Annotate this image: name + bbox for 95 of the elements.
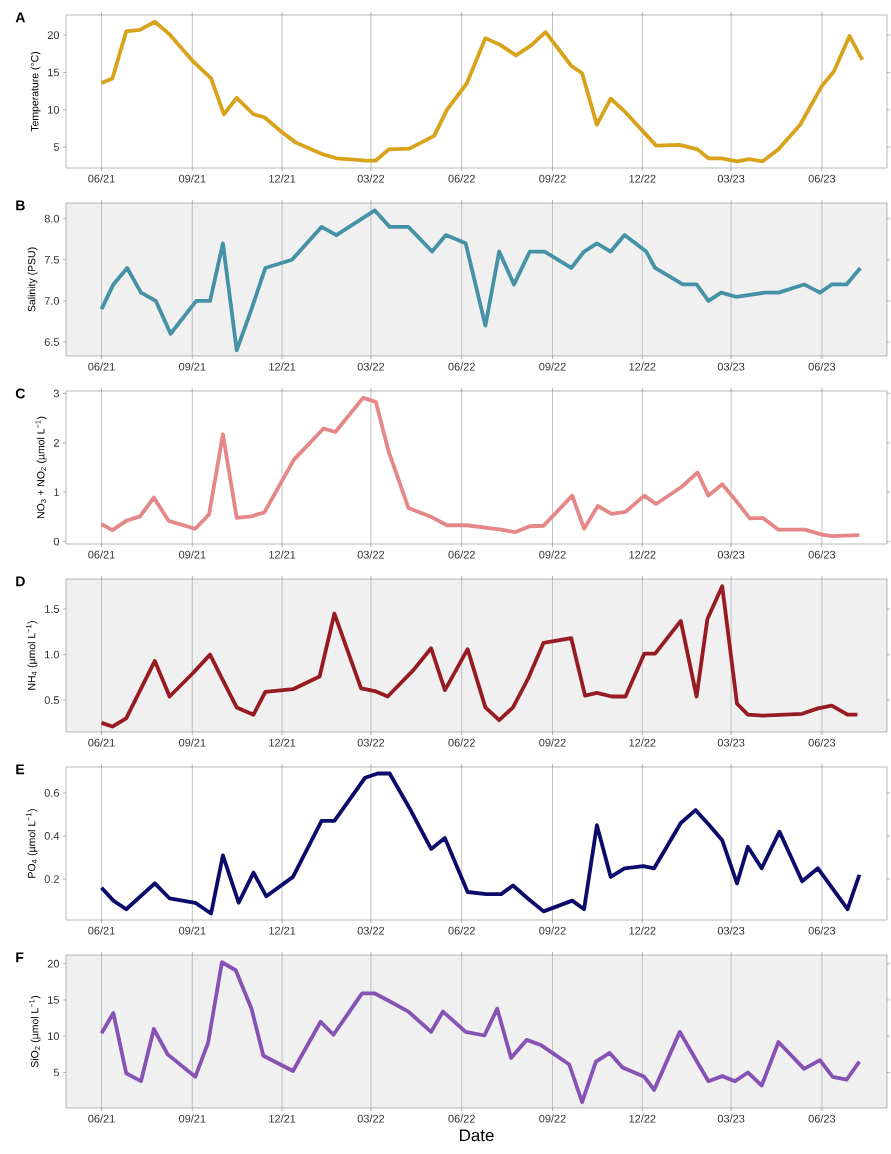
line-series [99,396,862,539]
x-tick-label: 12/21 [269,1114,296,1123]
x-tick-label: 09/21 [179,550,206,559]
x-tick-label: 03/23 [717,926,745,935]
x-tick-label: 03/22 [357,362,385,371]
x-tick-label: 09/21 [179,738,206,747]
y-axis-title: NO$_{3}$ + NO$_{2}$ (µmol L$^{−1}$) [35,416,47,519]
chart-title: F [16,952,24,963]
x-tick-label: 09/22 [539,926,566,935]
x-tick-label: 06/21 [88,1114,115,1123]
x-tick-label: 12/21 [269,174,296,183]
x-tick-label: 09/22 [539,738,566,747]
x-tick-label: 03/22 [357,174,385,183]
x-tick-label: 03/23 [717,362,745,371]
y-tick-label: 7.5 [44,255,60,264]
x-tick-label: 03/22 [357,550,385,559]
x-tick-label: 09/21 [179,362,206,371]
x-tick-label: 06/23 [808,1114,836,1123]
chart-title: C [15,388,26,399]
y-tick-label: 20 [47,31,60,40]
y-tick-label: 0.2 [44,875,59,883]
x-tick-label: 12/21 [269,926,296,935]
y-tick-label: 1.0 [45,650,60,659]
x-tick-label: 06/22 [448,174,475,183]
line-series [99,771,862,916]
y-tick-label: 6.5 [44,338,60,346]
y-tick-label: 15 [48,996,60,1004]
x-tick-label: 12/22 [629,174,656,183]
y-tick-label: 10 [48,1032,60,1041]
x-tick-label: 09/22 [539,1114,566,1123]
y-tick-label: 15 [48,68,60,77]
x-tick-label: 09/22 [539,362,566,371]
chart-title: D [16,576,25,587]
line-series [99,208,863,353]
x-tick-label: 09/21 [179,926,206,935]
x-tick-label: 12/22 [629,738,656,747]
x-tick-label: 06/23 [808,362,836,371]
x-tick-label: 06/21 [88,362,115,371]
y-tick-label: 0.6 [44,789,59,797]
x-tick-label: 06/23 [808,550,836,559]
y-tick-label: 2 [53,439,59,447]
chart-title: B [16,200,25,211]
y-tick-label: 5 [53,143,60,151]
line-series [99,960,862,1105]
x-tick-label: 06/21 [88,738,115,747]
x-tick-label: 06/22 [448,550,475,559]
x-tick-label: 06/22 [448,1114,475,1123]
y-tick-label: 1.5 [45,605,60,613]
x-tick-label: 09/22 [539,550,566,559]
x-tick-label: 09/21 [179,1114,206,1123]
y-tick-label: 5 [53,1068,60,1077]
x-axis-title: Date [460,1129,494,1142]
x-tick-label: 06/22 [448,926,475,935]
x-tick-label: 12/22 [629,550,656,559]
y-axis-title: PO$_{4}$ (µmol L$^{−1}$) [26,809,38,878]
x-tick-label: 03/22 [357,1114,385,1123]
y-tick-label: 1 [54,488,59,496]
chart-title: A [15,12,26,23]
x-tick-label: 06/22 [448,362,475,371]
y-tick-label: 0.5 [44,696,60,705]
x-tick-label: 03/22 [357,738,385,747]
x-tick-label: 03/23 [717,174,745,183]
y-axis-title: Temperature (°C) [30,52,41,132]
x-tick-label: 06/23 [808,738,836,747]
x-tick-label: 12/22 [629,926,656,935]
x-tick-label: 06/21 [88,174,115,183]
chart-title: E [16,764,25,775]
x-tick-label: 03/23 [717,1114,745,1123]
x-tick-label: 12/22 [629,1114,656,1123]
y-tick-label: 3 [53,389,59,398]
x-tick-label: 06/23 [808,926,836,935]
x-tick-label: 12/21 [269,362,296,371]
line-series [99,19,865,164]
x-tick-label: 03/22 [357,926,385,935]
x-tick-label: 03/23 [717,550,745,559]
x-tick-label: 06/21 [88,926,115,935]
y-tick-label: 8.0 [44,214,60,223]
y-tick-label: 7.0 [44,297,60,305]
line-series [99,584,860,729]
x-tick-label: 06/23 [808,174,836,183]
x-tick-label: 12/21 [269,738,296,747]
x-tick-label: 06/21 [88,550,115,559]
x-tick-label: 06/22 [448,738,475,747]
y-tick-label: 0.4 [44,832,60,840]
y-axis-title: Salinity (PSU) [27,247,38,312]
x-tick-label: 03/23 [717,738,745,747]
y-tick-label: 20 [47,959,60,968]
y-axis-title: SiO$_{2}$ (µmol L$^{−1}$) [29,996,41,1068]
y-axis-title: NH$_{4}$ (µmol L$^{−1}$) [26,621,38,690]
x-tick-label: 12/21 [269,550,296,559]
x-tick-label: 12/22 [629,362,656,371]
y-tick-label: 0 [53,537,60,546]
y-tick-label: 10 [48,105,60,114]
x-tick-label: 09/21 [179,174,206,183]
x-tick-label: 09/22 [539,174,566,183]
